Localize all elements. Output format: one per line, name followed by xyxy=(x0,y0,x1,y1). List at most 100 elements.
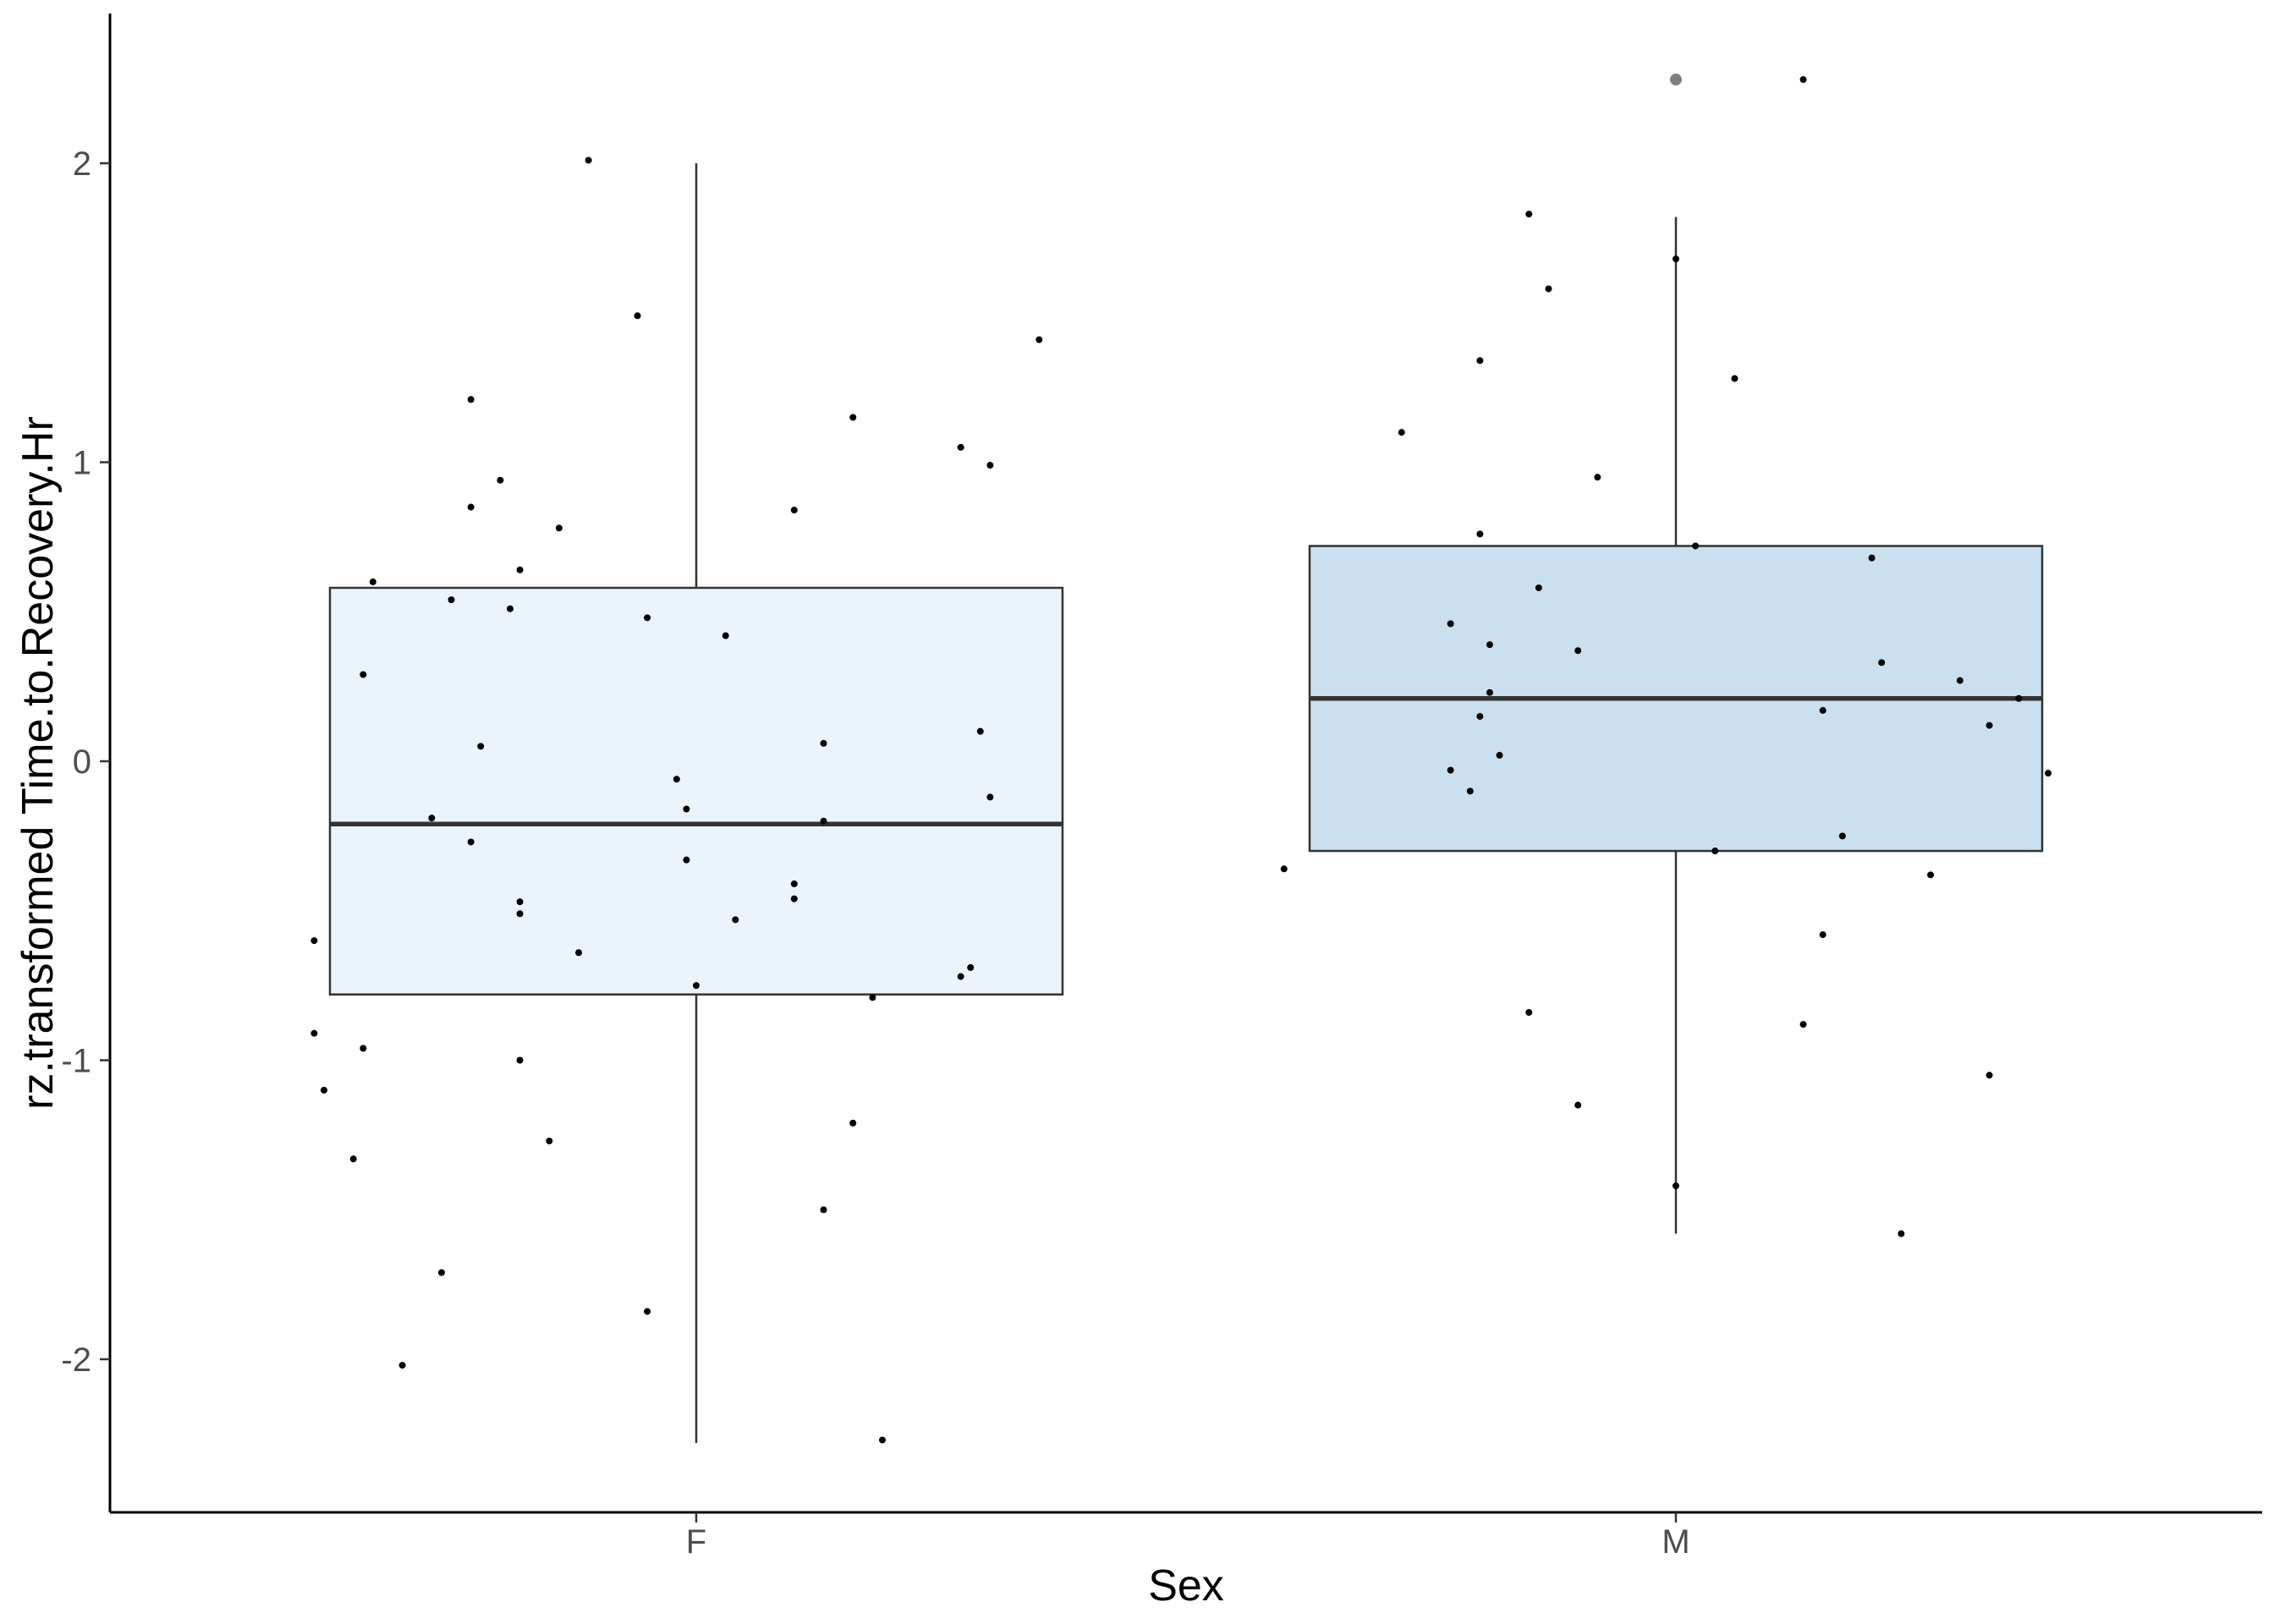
data-point xyxy=(1692,542,1700,550)
data-point xyxy=(360,671,367,678)
data-point xyxy=(976,727,984,735)
data-point xyxy=(879,1436,887,1444)
data-point xyxy=(1447,766,1454,774)
data-point xyxy=(722,632,729,639)
data-point xyxy=(1986,1072,1993,1079)
data-point xyxy=(1545,285,1552,293)
data-point xyxy=(957,443,964,451)
data-point xyxy=(820,739,827,747)
outlier-point-M xyxy=(1670,74,1682,86)
data-point xyxy=(516,566,524,573)
data-point xyxy=(546,1137,553,1144)
data-point xyxy=(310,937,318,945)
data-point xyxy=(1035,336,1043,343)
data-point xyxy=(1878,659,1886,667)
data-point xyxy=(1447,620,1454,628)
y-tick-label: -1 xyxy=(61,1043,91,1080)
data-point xyxy=(585,156,592,164)
x-tick-label: M xyxy=(1662,1523,1689,1561)
data-point xyxy=(360,1045,367,1052)
data-point xyxy=(986,793,994,801)
data-point xyxy=(506,605,514,612)
data-point xyxy=(398,1362,406,1369)
data-point xyxy=(1574,1101,1582,1109)
data-point xyxy=(1898,1230,1905,1237)
data-point xyxy=(320,1086,327,1094)
data-point xyxy=(790,895,798,903)
y-tick-label: 1 xyxy=(73,445,91,482)
data-point xyxy=(957,973,964,980)
data-point xyxy=(820,817,827,825)
data-point xyxy=(1476,712,1484,720)
y-tick-label: 2 xyxy=(73,145,91,183)
y-axis-title: rz.transformed Time.to.Recovery.Hr xyxy=(14,416,63,1110)
data-point xyxy=(1486,689,1493,696)
data-point xyxy=(575,949,583,957)
data-point xyxy=(683,856,690,864)
data-point xyxy=(967,963,975,971)
data-point xyxy=(1711,848,1719,855)
data-point xyxy=(732,916,739,924)
data-point xyxy=(1525,211,1533,218)
data-point xyxy=(693,982,700,990)
data-point xyxy=(986,462,994,469)
data-point xyxy=(516,1056,524,1064)
data-point xyxy=(428,815,436,822)
data-point xyxy=(1819,706,1826,714)
y-tick-label: 0 xyxy=(73,743,91,781)
data-point xyxy=(849,414,857,421)
data-point xyxy=(349,1155,357,1163)
data-point xyxy=(1535,584,1542,591)
data-point xyxy=(555,524,563,532)
data-point xyxy=(1799,1021,1807,1029)
data-point xyxy=(1799,76,1807,84)
data-point xyxy=(467,503,475,511)
data-point xyxy=(644,1308,651,1315)
data-point xyxy=(1466,787,1474,795)
data-point xyxy=(1574,647,1582,655)
data-point xyxy=(1838,832,1846,840)
x-axis-title: Sex xyxy=(1148,1561,1224,1610)
plot-area xyxy=(310,74,2052,1444)
data-point xyxy=(1398,429,1405,436)
data-point xyxy=(1525,1008,1533,1016)
data-point xyxy=(1476,357,1484,365)
data-point xyxy=(1476,530,1484,538)
data-point xyxy=(1594,474,1601,481)
data-point xyxy=(448,596,455,604)
ticks: -2 -1 0 1 2 F M xyxy=(61,145,1689,1561)
data-point xyxy=(1731,375,1738,382)
data-point xyxy=(820,1206,827,1214)
data-point xyxy=(2045,770,2052,777)
data-point xyxy=(849,1119,857,1127)
data-point xyxy=(1927,871,1935,879)
data-point xyxy=(1956,677,1964,684)
data-point xyxy=(634,312,641,320)
data-point xyxy=(1673,255,1679,263)
data-point xyxy=(467,838,475,846)
data-point xyxy=(1868,554,1876,562)
data-point xyxy=(644,614,651,622)
data-point xyxy=(2015,694,2023,702)
data-point xyxy=(1673,1182,1679,1189)
data-point xyxy=(467,396,475,403)
box-F xyxy=(328,586,1064,996)
data-point xyxy=(477,743,485,750)
data-point xyxy=(790,507,798,514)
data-point xyxy=(790,880,798,887)
data-point xyxy=(869,994,876,1001)
x-tick-label: F xyxy=(686,1523,706,1561)
data-point xyxy=(369,578,376,585)
data-point xyxy=(437,1269,445,1276)
data-point xyxy=(683,805,690,813)
data-point xyxy=(516,910,524,918)
data-point xyxy=(1986,721,1993,729)
data-point xyxy=(1280,865,1288,873)
data-point xyxy=(310,1029,318,1037)
data-point xyxy=(673,776,680,783)
data-point xyxy=(516,898,524,906)
y-tick-label: -2 xyxy=(61,1341,91,1379)
data-point xyxy=(1496,751,1503,759)
data-point xyxy=(497,476,504,484)
